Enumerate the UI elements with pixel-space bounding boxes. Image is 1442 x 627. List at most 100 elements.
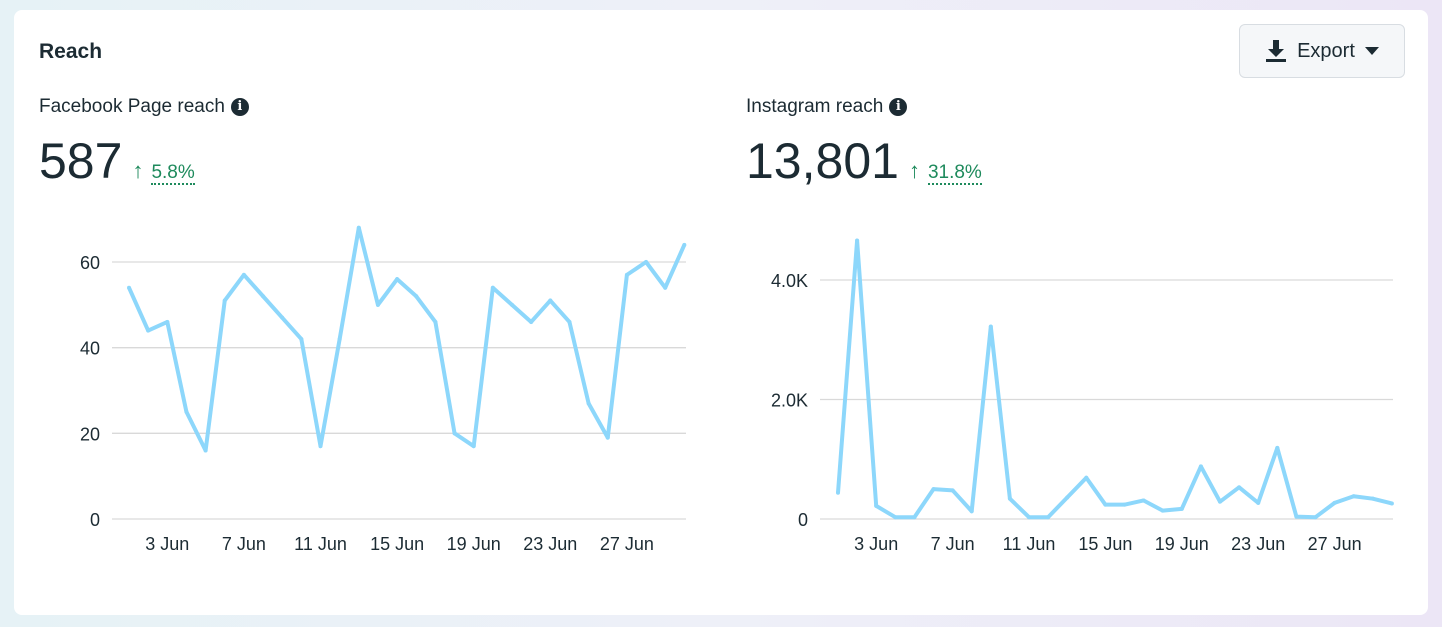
data-point — [1103, 502, 1108, 507]
data-point — [893, 515, 898, 520]
x-tick-label: 3 Jun — [854, 534, 898, 554]
data-point — [165, 319, 170, 324]
metric-value: 587 — [39, 133, 123, 189]
data-point — [395, 277, 400, 282]
arrow-up-icon: ↑ — [908, 158, 920, 183]
x-tick-label: 11 Jun — [1003, 534, 1056, 554]
data-point — [1007, 496, 1012, 501]
x-tick-label: 15 Jun — [370, 534, 424, 554]
data-point — [1218, 499, 1222, 504]
data-point — [1198, 464, 1203, 469]
y-tick-label: 20 — [80, 424, 100, 444]
x-tick-label: 11 Jun — [294, 534, 347, 554]
data-point — [203, 448, 208, 453]
data-point — [605, 435, 610, 440]
data-point — [969, 509, 974, 514]
x-tick-label: 7 Jun — [222, 534, 266, 554]
info-icon[interactable]: i — [230, 98, 249, 116]
data-point — [299, 337, 304, 342]
data-point — [548, 298, 553, 303]
metric-change[interactable]: 31.8% — [927, 162, 982, 185]
x-tick-label: 23 Jun — [1231, 534, 1285, 554]
data-point — [261, 294, 266, 299]
series-line — [836, 238, 1393, 520]
data-point — [471, 444, 476, 449]
y-tick-label: 2.0K — [771, 391, 808, 411]
data-point — [318, 444, 323, 449]
panel-title: Facebook Page reach — [39, 96, 225, 117]
data-point — [1065, 495, 1070, 500]
x-tick-label: 23 Jun — [523, 534, 577, 554]
data-point — [988, 324, 993, 329]
data-point — [490, 285, 495, 290]
data-point — [1351, 494, 1356, 499]
data-point — [1027, 515, 1031, 520]
card-title: Reach — [39, 40, 103, 63]
x-tick-label: 27 Jun — [1308, 534, 1362, 554]
y-tick-label: 60 — [80, 253, 100, 273]
data-point — [586, 401, 591, 406]
metric-change[interactable]: 5.8% — [151, 162, 195, 185]
facebook-panel: Facebook Page reach i 587 ↑ 5.8% — [39, 96, 249, 190]
data-point — [1389, 501, 1394, 506]
x-tick-label: 19 Jun — [1155, 534, 1209, 554]
data-point — [836, 490, 840, 495]
download-icon — [1266, 40, 1287, 62]
data-point — [931, 487, 936, 492]
data-point — [1141, 498, 1146, 503]
data-point — [375, 302, 380, 307]
data-point — [1179, 506, 1184, 511]
data-point — [874, 503, 879, 508]
arrow-up-icon: ↑ — [132, 158, 144, 183]
x-tick-label: 3 Jun — [145, 534, 189, 554]
y-tick-label: 40 — [80, 339, 100, 359]
data-point — [663, 285, 668, 290]
data-point — [1237, 485, 1242, 490]
data-point — [1084, 475, 1089, 480]
data-point — [567, 319, 572, 324]
y-tick-label: 0 — [90, 510, 100, 530]
panel-title: Instagram reach — [746, 96, 884, 117]
data-point — [1160, 508, 1165, 513]
data-point — [950, 488, 955, 493]
data-point — [1370, 496, 1375, 501]
export-label: Export — [1297, 39, 1355, 62]
data-point — [1313, 515, 1318, 520]
x-tick-label: 27 Jun — [600, 534, 654, 554]
data-point — [1294, 514, 1299, 519]
data-point — [222, 298, 227, 303]
data-point — [1256, 500, 1261, 505]
metric-value: 13,801 — [746, 133, 899, 189]
data-point — [510, 302, 514, 307]
data-point — [146, 328, 151, 333]
y-tick-label: 4.0K — [771, 271, 808, 291]
data-point — [241, 272, 246, 277]
y-tick-label: 0 — [798, 510, 808, 530]
data-point — [433, 319, 438, 324]
data-point — [1046, 515, 1051, 520]
data-point — [1122, 502, 1127, 507]
data-point — [337, 337, 342, 342]
export-button[interactable]: Export — [1239, 24, 1405, 78]
series-line — [127, 225, 687, 453]
data-point — [414, 294, 419, 299]
instagram-panel: Instagram reach i 13,801 ↑ 31.8% — [746, 96, 982, 190]
data-point — [644, 260, 649, 264]
data-point — [184, 409, 189, 414]
x-tick-label: 19 Jun — [447, 534, 501, 554]
data-point — [452, 431, 457, 436]
info-icon[interactable]: i — [889, 98, 908, 116]
data-point — [280, 315, 285, 320]
data-point — [529, 319, 534, 324]
x-tick-label: 15 Jun — [1078, 534, 1132, 554]
caret-down-icon — [1364, 47, 1379, 55]
data-point — [127, 285, 131, 290]
data-point — [624, 272, 629, 277]
data-point — [1332, 500, 1337, 505]
data-point — [912, 515, 917, 520]
data-point — [356, 225, 361, 230]
data-point — [682, 242, 687, 247]
data-point — [855, 238, 860, 243]
